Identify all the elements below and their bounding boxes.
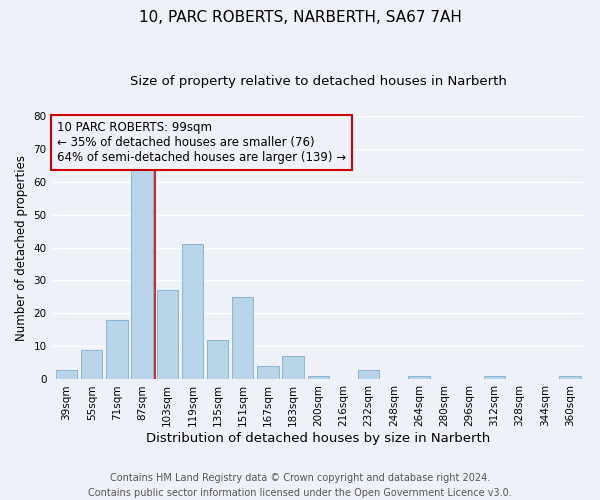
Bar [308,376,329,380]
Bar [283,356,304,380]
Bar [232,297,253,380]
Bar [106,320,128,380]
Y-axis label: Number of detached properties: Number of detached properties [15,154,28,340]
Bar [56,370,77,380]
Bar [484,376,505,380]
Bar [81,350,103,380]
Bar [182,244,203,380]
Bar [207,340,229,380]
Text: 10, PARC ROBERTS, NARBERTH, SA67 7AH: 10, PARC ROBERTS, NARBERTH, SA67 7AH [139,10,461,25]
Bar [408,376,430,380]
Bar [358,370,379,380]
Bar [559,376,581,380]
Bar [157,290,178,380]
Bar [257,366,278,380]
Bar [131,165,153,380]
Text: 10 PARC ROBERTS: 99sqm
← 35% of detached houses are smaller (76)
64% of semi-det: 10 PARC ROBERTS: 99sqm ← 35% of detached… [57,121,346,164]
Title: Size of property relative to detached houses in Narberth: Size of property relative to detached ho… [130,75,507,88]
Text: Contains HM Land Registry data © Crown copyright and database right 2024.
Contai: Contains HM Land Registry data © Crown c… [88,472,512,498]
X-axis label: Distribution of detached houses by size in Narberth: Distribution of detached houses by size … [146,432,490,445]
